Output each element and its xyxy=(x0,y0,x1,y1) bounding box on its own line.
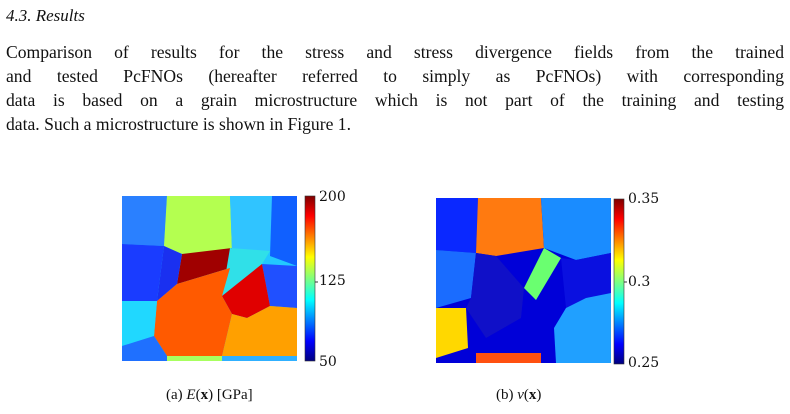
caption-part: ( xyxy=(523,387,529,403)
caption-part: ) [GPa] xyxy=(208,387,253,403)
caption-part: (b) xyxy=(496,387,518,403)
colorbar-tick-label: 200 xyxy=(319,189,346,205)
caption-part: x xyxy=(528,387,537,403)
colorbar-tick-label: 0.25 xyxy=(628,355,660,371)
caption-part: ( xyxy=(195,387,201,403)
grain-map-a xyxy=(122,196,297,361)
paragraph-line: and tested PcFNOs (hereafter referred to… xyxy=(6,66,784,86)
colorbar-tick-label: 0.35 xyxy=(628,191,660,207)
caption-a: (a) E(x) [GPa] xyxy=(166,387,253,404)
grain-map-b xyxy=(436,198,611,363)
paragraph-line: data. Such a microstructure is shown in … xyxy=(6,114,351,134)
colorbar-a xyxy=(304,195,316,362)
caption-b: (b) ν(x) xyxy=(496,387,541,404)
paragraph-line: data is based on a grain microstructure … xyxy=(6,90,784,110)
caption-part: (a) xyxy=(166,387,187,403)
paragraph: Comparison of results for the stress and… xyxy=(6,40,784,136)
paragraph-line: Comparison of results for the stress and… xyxy=(6,42,784,62)
colorbar-tick-label: 50 xyxy=(319,354,337,370)
caption-part: ν xyxy=(517,387,524,403)
caption-part: ) xyxy=(536,387,542,403)
colorbar-tick-label: 125 xyxy=(319,273,346,289)
colorbar-tick-label: 0.3 xyxy=(628,274,651,290)
colorbar-b xyxy=(613,198,625,365)
caption-part: E xyxy=(186,387,196,403)
section-heading: 4.3. Results xyxy=(6,6,85,25)
caption-part: x xyxy=(200,387,209,403)
